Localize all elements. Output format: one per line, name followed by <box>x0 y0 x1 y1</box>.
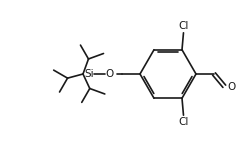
Text: Cl: Cl <box>178 117 189 127</box>
Text: O: O <box>105 69 113 79</box>
Text: O: O <box>227 82 235 92</box>
Text: Cl: Cl <box>178 21 189 31</box>
Text: Si: Si <box>84 69 94 79</box>
